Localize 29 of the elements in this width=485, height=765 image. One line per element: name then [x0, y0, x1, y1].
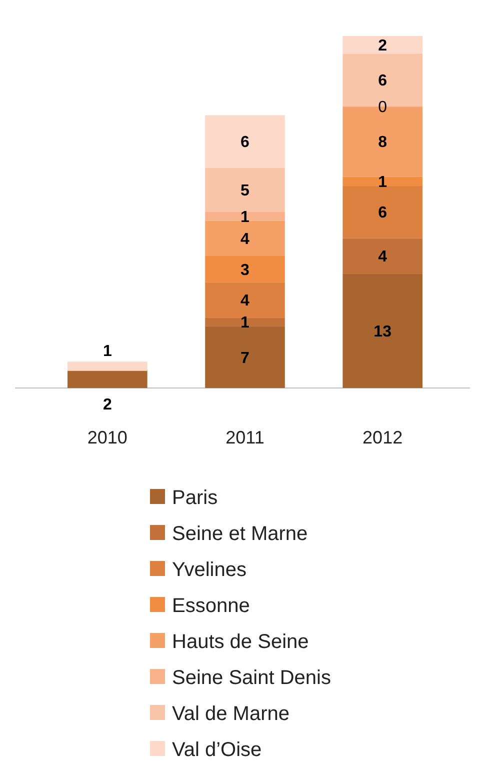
x-tick-label: 2011 — [226, 427, 264, 448]
legend-label: Yvelines — [172, 559, 246, 581]
data-label: 2 — [102, 396, 112, 414]
legend-label: Hauts de Seine — [172, 631, 309, 653]
x-tick-label: 2010 — [87, 427, 128, 448]
data-label: 1 — [378, 174, 388, 191]
data-label: 7 — [240, 350, 250, 367]
data-label: 4 — [378, 248, 388, 266]
legend-label: Essonne — [172, 595, 250, 617]
data-label: 4 — [240, 231, 250, 248]
data-label: 0 — [378, 99, 388, 116]
data-label: 2 — [378, 37, 388, 54]
data-label: 6 — [240, 134, 250, 152]
legend-label: Seine Saint Denis — [172, 667, 331, 689]
legend-label: Val de Marne — [172, 703, 290, 725]
data-label: 1 — [102, 343, 112, 360]
legend-label: Seine et Marne — [172, 523, 308, 545]
data-label: 1 — [240, 209, 250, 226]
legend-label: Val d’Oise — [172, 739, 262, 761]
data-label: 4 — [240, 292, 250, 310]
data-label: 3 — [240, 262, 250, 279]
data-label: 8 — [378, 134, 388, 152]
data-label: 6 — [378, 72, 388, 90]
legend-label: Paris — [172, 487, 218, 509]
data-label: 5 — [240, 182, 250, 200]
x-tick-label: 2012 — [362, 427, 403, 448]
data-label: 1 — [240, 314, 250, 332]
data-label: 6 — [378, 204, 388, 222]
data-label: 13 — [374, 323, 392, 340]
